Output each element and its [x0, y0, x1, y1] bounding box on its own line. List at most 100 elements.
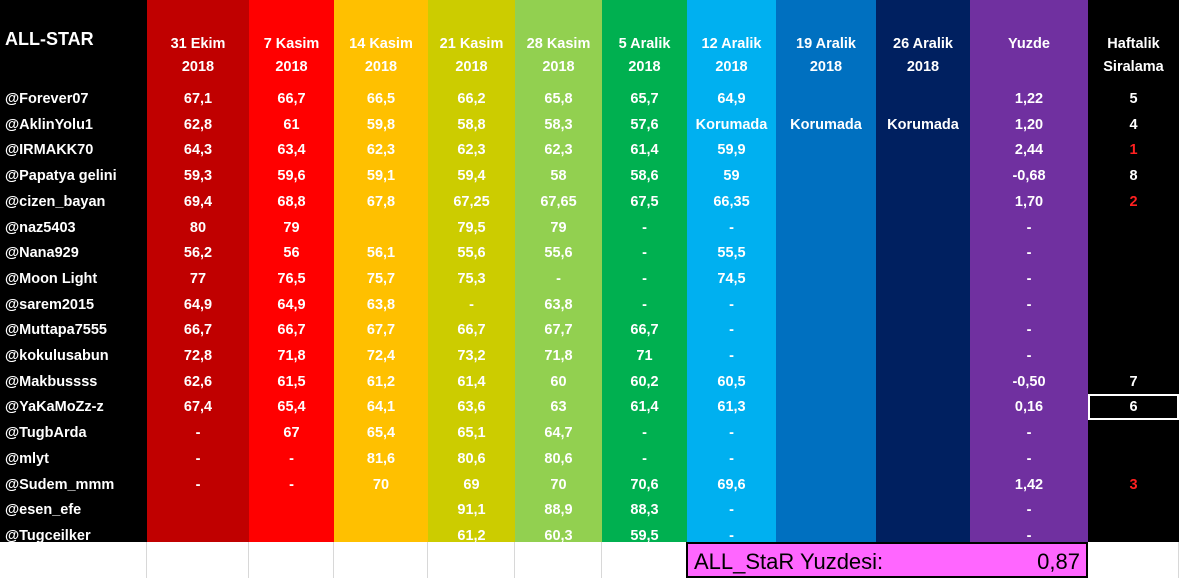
table-cell[interactable]: - [729, 502, 734, 519]
table-cell[interactable]: 65,4 [366, 425, 396, 442]
table-cell[interactable]: - [289, 450, 294, 467]
table-cell[interactable] [876, 497, 970, 523]
table-cell[interactable]: 62,6 [183, 373, 213, 390]
table-cell[interactable]: 59,1 [366, 168, 396, 185]
table-cell[interactable]: 59,5 [630, 527, 659, 544]
table-cell[interactable]: 88,9 [544, 502, 573, 519]
table-cell[interactable]: 88,3 [630, 502, 659, 519]
table-cell[interactable]: - [729, 450, 734, 467]
table-cell[interactable]: - [642, 425, 647, 442]
table-cell[interactable] [1088, 240, 1179, 266]
footer-cell[interactable] [602, 542, 687, 578]
column-header[interactable]: Yuzde [1008, 36, 1050, 52]
table-cell[interactable] [876, 369, 970, 395]
table-cell[interactable] [1088, 317, 1179, 343]
row-name[interactable]: @sarem2015 [5, 296, 95, 313]
column-header[interactable]: 7 Kasim 2018 [263, 36, 320, 75]
table-cell[interactable]: 63,4 [277, 142, 306, 159]
table-cell[interactable]: 1,70 [1014, 193, 1044, 210]
table-cell[interactable]: 65,8 [544, 91, 573, 107]
table-cell[interactable]: 59,8 [366, 116, 396, 133]
table-cell[interactable] [776, 215, 876, 241]
table-cell[interactable]: 73,2 [457, 348, 486, 364]
table-cell[interactable]: 59,4 [457, 168, 486, 185]
table-cell[interactable]: 62,3 [544, 142, 573, 159]
table-cell[interactable]: 76,5 [277, 270, 306, 287]
table-cell[interactable]: 66,7 [630, 322, 659, 339]
table-cell[interactable] [776, 317, 876, 343]
table-cell[interactable] [876, 189, 970, 215]
row-name[interactable]: @YaKaMoZz-z [5, 399, 104, 416]
table-cell[interactable]: 69,6 [717, 476, 746, 493]
table-cell[interactable]: 2,44 [1014, 142, 1044, 159]
table-cell[interactable]: - [469, 296, 474, 313]
table-cell[interactable]: 63 [550, 399, 567, 416]
table-cell[interactable]: 64,1 [366, 399, 396, 416]
table-cell[interactable] [876, 420, 970, 446]
table-cell[interactable]: 58,6 [630, 168, 659, 185]
column-header[interactable]: 31 Ekim 2018 [170, 36, 226, 75]
table-cell[interactable]: - [195, 425, 201, 442]
table-cell[interactable] [876, 472, 970, 498]
table-cell[interactable]: - [729, 348, 734, 364]
table-cell[interactable] [876, 394, 970, 420]
table-cell[interactable]: 1 [1129, 142, 1138, 159]
table-cell[interactable]: 61,2 [366, 373, 396, 390]
footer-cell[interactable] [334, 542, 428, 578]
table-cell[interactable] [776, 369, 876, 395]
table-cell[interactable] [147, 497, 249, 523]
table-cell[interactable]: - [1026, 219, 1032, 236]
table-cell[interactable] [876, 343, 970, 369]
table-cell[interactable]: 66,7 [457, 322, 486, 339]
column-header[interactable]: 14 Kasim 2018 [349, 36, 413, 75]
table-cell[interactable] [876, 163, 970, 189]
column-header[interactable]: 26 Aralik 2018 [893, 36, 953, 75]
table-cell[interactable] [1088, 497, 1179, 523]
table-cell[interactable]: 61,5 [277, 373, 306, 390]
table-cell[interactable]: 67 [283, 425, 300, 442]
table-cell[interactable]: 55,6 [457, 245, 486, 262]
table-cell[interactable]: - [642, 296, 647, 313]
row-name[interactable]: @Nana929 [5, 245, 79, 262]
table-cell[interactable]: - [729, 219, 734, 236]
table-cell[interactable] [776, 497, 876, 523]
table-cell[interactable]: - [195, 450, 201, 467]
table-cell[interactable]: - [556, 270, 561, 287]
summary-box[interactable]: ALL_StaR Yuzdesi: 0,87 [686, 542, 1088, 578]
table-cell[interactable]: 1,22 [1014, 91, 1044, 107]
table-cell[interactable]: 70,6 [630, 476, 659, 493]
table-cell[interactable]: -0,68 [1012, 168, 1046, 185]
table-cell[interactable]: 62,3 [457, 142, 486, 159]
table-cell[interactable] [776, 86, 876, 112]
table-cell[interactable]: 70 [372, 476, 390, 493]
table-cell[interactable] [1088, 266, 1179, 292]
table-cell[interactable]: - [1026, 245, 1032, 262]
table-cell[interactable] [1088, 420, 1179, 446]
table-cell[interactable]: 66,7 [277, 91, 306, 107]
table-cell[interactable]: 59,6 [277, 168, 306, 185]
row-name[interactable]: @IRMAKK70 [5, 142, 94, 159]
row-name[interactable]: @AklinYolu1 [5, 116, 93, 133]
row-name[interactable]: @Moon Light [5, 270, 98, 287]
table-cell[interactable]: 65,4 [277, 399, 306, 416]
table-cell[interactable]: - [289, 476, 294, 493]
table-cell[interactable]: Korumada [695, 116, 768, 133]
table-cell[interactable]: - [1026, 502, 1032, 519]
row-name[interactable]: @kokulusabun [5, 348, 109, 364]
table-cell[interactable]: 60 [550, 373, 567, 390]
table-cell[interactable]: 72,8 [183, 348, 213, 364]
table-cell[interactable]: 81,6 [366, 450, 396, 467]
table-cell[interactable]: 70 [550, 476, 567, 493]
table-cell[interactable]: 58,8 [457, 116, 486, 133]
table-cell[interactable]: 71 [636, 348, 653, 364]
table-cell[interactable]: - [1026, 296, 1032, 313]
table-cell[interactable]: 66,2 [457, 91, 486, 107]
row-name[interactable]: @esen_efe [5, 502, 82, 519]
table-cell[interactable] [876, 240, 970, 266]
table-cell[interactable] [876, 292, 970, 318]
table-cell[interactable] [876, 86, 970, 112]
table-cell[interactable]: Korumada [790, 116, 862, 133]
table-cell[interactable]: 60,2 [630, 373, 659, 390]
table-cell[interactable] [249, 497, 334, 523]
row-name[interactable]: @mlyt [5, 450, 49, 467]
